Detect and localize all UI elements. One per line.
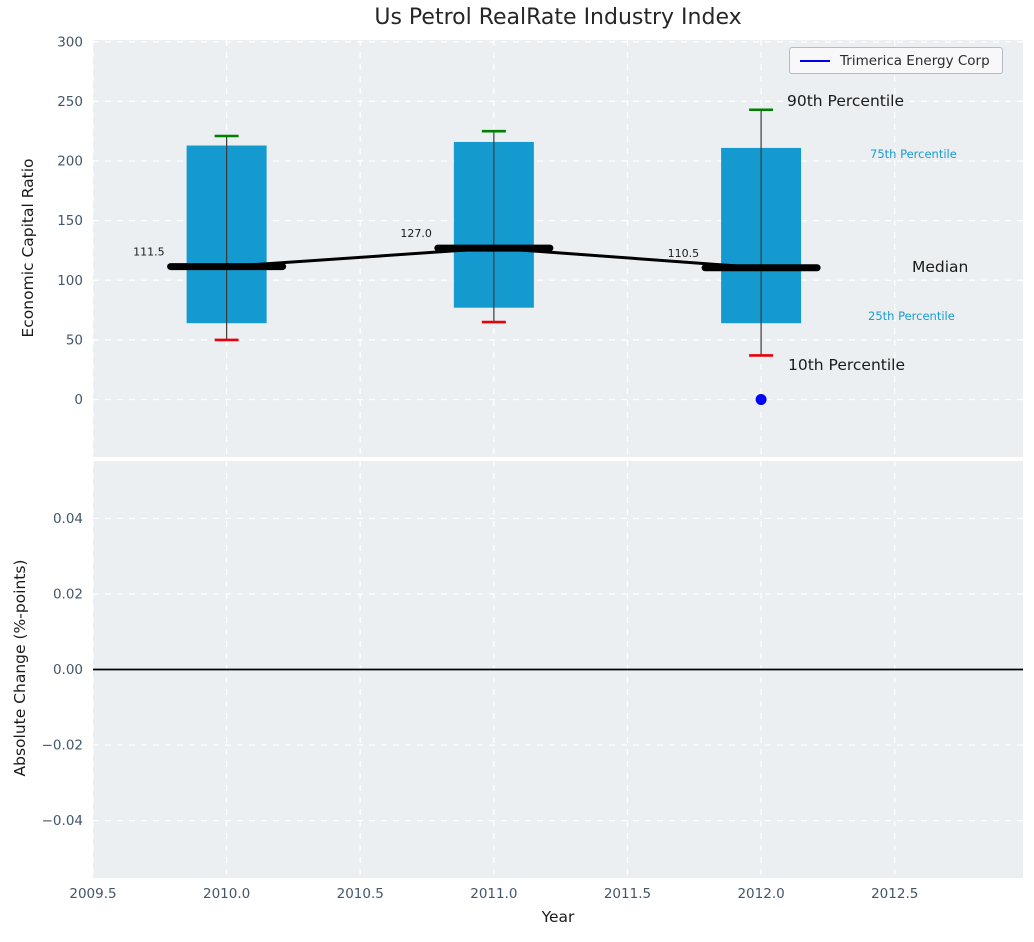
chart-title: Us Petrol RealRate Industry Index	[374, 5, 742, 30]
top-y-tick-label: 200	[57, 154, 83, 170]
top-y-tick-label: 250	[57, 94, 83, 110]
bottom-y-tick-label: 0.04	[53, 511, 83, 527]
median-value-label-2012: 110.5	[668, 247, 700, 260]
x-axis-label: Year	[541, 908, 575, 926]
series-point	[755, 394, 767, 406]
bottom-y-axis-label: Absolute Change (%-points)	[11, 559, 29, 777]
x-tick-label: 2009.5	[69, 886, 116, 902]
x-tick-label: 2010.5	[337, 886, 384, 902]
top-y-tick-label: 0	[74, 392, 83, 408]
top-y-tick-label: 150	[57, 213, 83, 229]
annotation-90th-percentile: 90th Percentile	[787, 92, 904, 110]
median-value-label-2011: 127.0	[400, 227, 432, 240]
top-y-tick-label: 300	[57, 34, 83, 50]
bottom-y-tick-label: 0.00	[53, 662, 83, 678]
annotation-75th-percentile: 75th Percentile	[870, 147, 957, 161]
x-tick-label: 2010.0	[203, 886, 250, 902]
x-tick-label: 2011.0	[470, 886, 517, 902]
legend: Trimerica Energy Corp	[789, 47, 1003, 74]
annotation-10th-percentile: 10th Percentile	[788, 356, 905, 374]
bottom-y-tick-label: −0.02	[42, 738, 83, 754]
median-value-label-2010: 111.5	[133, 246, 165, 259]
annotation-25th-percentile: 25th Percentile	[868, 309, 955, 323]
annotation-median: Median	[912, 258, 968, 276]
top-y-tick-label: 50	[66, 332, 83, 348]
x-tick-label: 2012.5	[871, 886, 918, 902]
legend-line-sample-icon	[800, 59, 830, 62]
top-y-tick-label: 100	[57, 273, 83, 289]
x-tick-label: 2011.5	[604, 886, 651, 902]
legend-label: Trimerica Energy Corp	[840, 52, 990, 69]
x-tick-label: 2012.0	[737, 886, 784, 902]
bottom-y-tick-label: −0.04	[42, 813, 83, 829]
top-y-axis-label: Economic Capital Ratio	[19, 158, 37, 338]
bottom-y-tick-label: 0.02	[53, 586, 83, 602]
